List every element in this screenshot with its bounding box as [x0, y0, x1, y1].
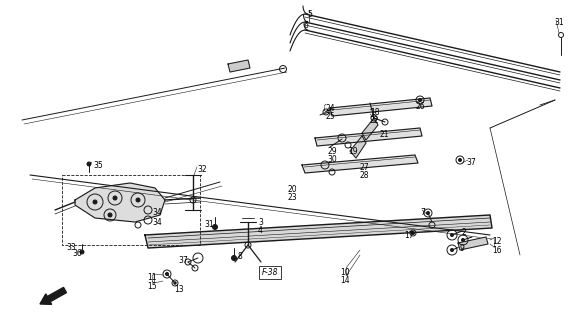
Text: 11: 11 [147, 273, 157, 282]
Text: 30: 30 [327, 155, 337, 164]
Polygon shape [315, 128, 422, 146]
Circle shape [458, 158, 461, 162]
Text: 9: 9 [459, 244, 464, 253]
Polygon shape [362, 118, 378, 140]
Text: 20: 20 [288, 185, 298, 194]
Polygon shape [302, 155, 418, 173]
Text: 29: 29 [327, 147, 336, 156]
Polygon shape [228, 60, 250, 72]
Circle shape [232, 255, 236, 260]
Circle shape [418, 99, 421, 101]
Text: 34: 34 [152, 208, 162, 217]
Polygon shape [330, 98, 432, 116]
Circle shape [165, 273, 169, 276]
Text: 22: 22 [370, 116, 380, 125]
Circle shape [108, 213, 112, 217]
Circle shape [87, 162, 91, 166]
Text: 27: 27 [360, 163, 369, 172]
Text: 7: 7 [420, 208, 425, 217]
Text: 23: 23 [288, 193, 298, 202]
Circle shape [213, 225, 217, 229]
Text: 36: 36 [72, 249, 81, 258]
Text: 15: 15 [147, 282, 157, 291]
Text: 16: 16 [492, 246, 502, 255]
Text: 6: 6 [304, 21, 309, 30]
Text: 2: 2 [462, 228, 467, 237]
Text: 26: 26 [415, 102, 425, 111]
Circle shape [461, 238, 465, 242]
Text: 24: 24 [326, 104, 336, 113]
Text: FR.: FR. [55, 273, 74, 289]
Circle shape [412, 231, 414, 235]
Circle shape [80, 250, 84, 254]
Circle shape [450, 249, 454, 252]
Text: 31: 31 [554, 18, 564, 27]
Text: 34: 34 [152, 218, 162, 227]
Circle shape [136, 198, 140, 202]
Text: 28: 28 [360, 171, 369, 180]
Text: 12: 12 [492, 237, 502, 246]
Text: 35: 35 [93, 161, 103, 170]
Text: 8: 8 [238, 252, 243, 261]
Text: 14: 14 [340, 276, 350, 285]
FancyArrow shape [40, 287, 66, 304]
Circle shape [450, 234, 454, 236]
Text: 17: 17 [404, 231, 414, 240]
Text: 31: 31 [204, 220, 214, 229]
Text: 18: 18 [370, 108, 380, 117]
Text: F-38: F-38 [262, 268, 278, 277]
Text: 3: 3 [258, 218, 263, 227]
Text: 19: 19 [348, 147, 358, 156]
Circle shape [174, 282, 176, 284]
Text: 4: 4 [258, 226, 263, 235]
Circle shape [113, 196, 117, 200]
Polygon shape [350, 136, 366, 158]
Polygon shape [145, 215, 492, 248]
Text: 5: 5 [307, 10, 312, 19]
Text: 10: 10 [340, 268, 350, 277]
Text: 25: 25 [326, 112, 336, 121]
Text: 37: 37 [466, 158, 476, 167]
Polygon shape [458, 237, 488, 250]
Text: 32: 32 [197, 165, 206, 174]
Polygon shape [75, 183, 165, 222]
Text: 33: 33 [66, 243, 76, 252]
Circle shape [427, 212, 429, 214]
Circle shape [93, 200, 97, 204]
Text: 21: 21 [380, 130, 390, 139]
Text: 13: 13 [174, 285, 184, 294]
Text: 37: 37 [178, 256, 188, 265]
